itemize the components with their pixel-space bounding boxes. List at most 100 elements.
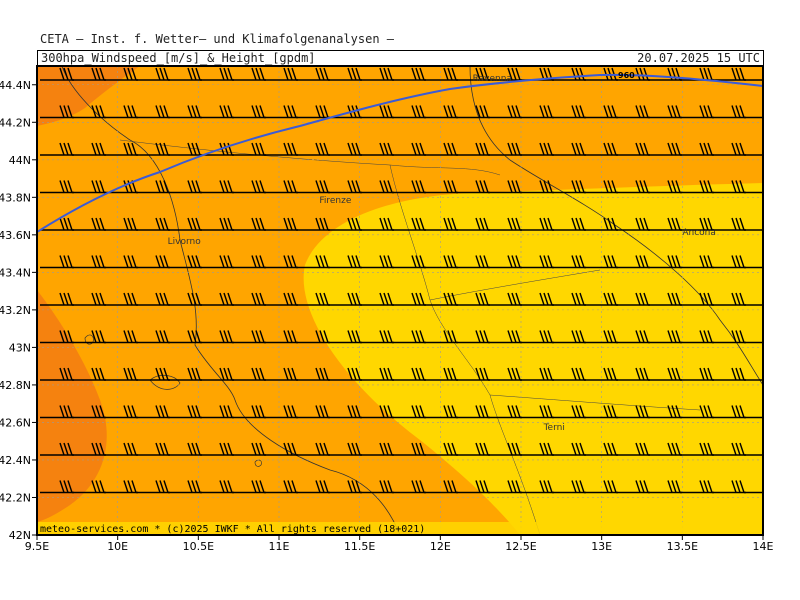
windspeed-fill-low [303, 183, 763, 535]
wind-barb [200, 255, 234, 269]
wind-barb [264, 105, 298, 119]
wind-barb [360, 367, 394, 381]
wind-barb [488, 405, 522, 419]
wind-barb [744, 304, 763, 306]
wind-barb [104, 255, 138, 269]
wind-barb [40, 142, 74, 156]
y-tick-label: 42N [9, 529, 31, 542]
y-tick-label: 44.2N [0, 116, 31, 129]
wind-barb [200, 405, 234, 419]
wind-barb [712, 255, 746, 269]
wind-barb [680, 105, 714, 119]
wind-barb [424, 292, 458, 306]
wind-barb [712, 217, 746, 231]
wind-barb [520, 405, 554, 419]
wind-barb [136, 292, 170, 306]
windspeed-fill-high-west [37, 290, 107, 522]
wind-barb [488, 480, 522, 494]
wind-barb [456, 255, 490, 269]
wind-barb [520, 442, 554, 456]
wind-barb [456, 105, 490, 119]
wind-barb [232, 217, 266, 231]
wind-barb [136, 142, 170, 156]
wind-barb [40, 442, 74, 456]
wind-barb [456, 480, 490, 494]
wind-barb [264, 292, 298, 306]
wind-barb [360, 255, 394, 269]
y-tick-label: 44.4N [0, 79, 31, 92]
wind-barb [456, 67, 490, 81]
wind-barb [712, 367, 746, 381]
wind-barb [72, 142, 106, 156]
wind-barb [232, 442, 266, 456]
city-label: Firenze [319, 196, 351, 206]
wind-barb [168, 442, 202, 456]
wind-barb [360, 67, 394, 81]
wind-barb [392, 367, 426, 381]
wind-barb [264, 142, 298, 156]
wind-barb [72, 480, 106, 494]
y-tick-label: 44N [9, 154, 31, 167]
wind-barb [456, 292, 490, 306]
wind-barb [232, 142, 266, 156]
wind-barb [264, 330, 298, 344]
city-label: Terni [543, 423, 565, 433]
wind-barb [296, 480, 330, 494]
wind-barb [200, 67, 234, 81]
wind-barb [424, 330, 458, 344]
wind-barb [552, 142, 586, 156]
wind-barb [328, 292, 362, 306]
wind-barb [136, 180, 170, 194]
wind-barb [328, 255, 362, 269]
wind-barb [552, 405, 586, 419]
wind-barb [168, 480, 202, 494]
wind-barb [744, 154, 763, 156]
wind-barb [488, 142, 522, 156]
wind-barb [712, 180, 746, 194]
wind-barb [168, 105, 202, 119]
wind-barb [584, 330, 618, 344]
y-tick-label: 43.6N [0, 229, 31, 242]
wind-barb [136, 330, 170, 344]
wind-barb [744, 266, 763, 269]
y-tick-label: 43N [9, 341, 31, 354]
wind-barb [232, 480, 266, 494]
windspeed-fill-high-north [37, 66, 140, 126]
wind-barb [136, 105, 170, 119]
wind-barb [40, 255, 74, 269]
wind-barb [296, 405, 330, 419]
wind-barb [520, 255, 554, 269]
wind-barb [712, 480, 746, 494]
wind-barb [168, 217, 202, 231]
wind-barb [424, 255, 458, 269]
wind-barb [232, 180, 266, 194]
wind-barb [648, 480, 682, 494]
wind-barb [424, 180, 458, 194]
wind-barb [680, 442, 714, 456]
wind-barb [296, 180, 330, 194]
wind-barb [264, 405, 298, 419]
wind-barb [72, 105, 106, 119]
wind-barb [40, 405, 74, 419]
wind-barb [488, 105, 522, 119]
wind-barb [520, 480, 554, 494]
wind-barb [648, 442, 682, 456]
wind-barb [232, 255, 266, 269]
wind-barb [104, 442, 138, 456]
wind-barb [744, 491, 763, 494]
y-axis: 42N 42.2N 42.4N 42.6N 42.8N 43N 43.2N 43.4N 43.6… [0, 79, 37, 542]
wind-barb [136, 67, 170, 81]
wind-barb [360, 330, 394, 344]
wind-barb [616, 330, 650, 344]
wind-barb [168, 255, 202, 269]
wind-barb [360, 480, 394, 494]
credit-bar [37, 522, 763, 534]
wind-barb [424, 405, 458, 419]
wind-barb [456, 442, 490, 456]
wind-barb [200, 217, 234, 231]
wind-barb [40, 180, 74, 194]
wind-barb [232, 405, 266, 419]
wind-barb [648, 292, 682, 306]
wind-barb [584, 292, 618, 306]
